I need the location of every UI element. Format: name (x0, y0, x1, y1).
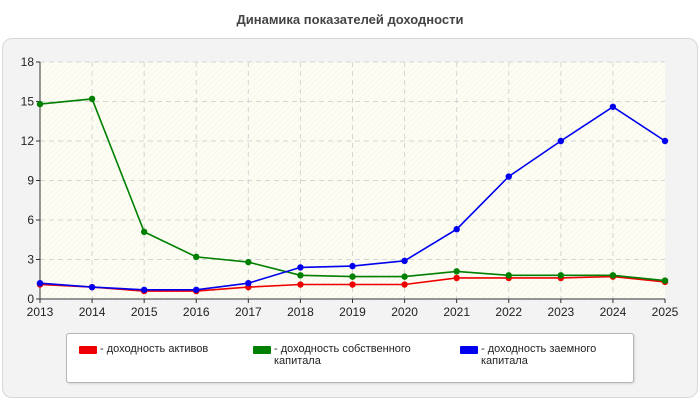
series-1-point (401, 273, 408, 280)
legend-label-debt: - доходность заемного капитала (481, 343, 597, 367)
series-2-point (36, 280, 44, 287)
legend: - доходность активов - доходность собств… (66, 333, 634, 383)
series-2-point (245, 280, 252, 287)
series-2-point (349, 262, 356, 270)
y-tick-label: 15 (21, 95, 35, 109)
x-tick-label: 2023 (547, 305, 574, 319)
x-tick-label: 2017 (235, 305, 262, 319)
y-tick-label: 12 (21, 134, 35, 148)
series-2-point (401, 257, 408, 265)
series-1-point (140, 228, 148, 236)
series-1-point (245, 258, 252, 266)
y-tick-label: 18 (21, 55, 35, 69)
series-2-point (609, 103, 617, 110)
series-1-point (609, 272, 617, 279)
series-1-point (557, 272, 565, 279)
legend-item-debt[interactable]: - доходность заемного капитала (460, 343, 631, 367)
series-2-point (88, 283, 96, 291)
legend-swatch-assets (79, 346, 97, 354)
series-2-point (453, 226, 460, 233)
series-2-point (557, 137, 565, 145)
x-tick-label: 2018 (287, 305, 314, 319)
legend-label-equity: - доходность собственного капитала (274, 343, 411, 367)
series-0-point (453, 274, 460, 282)
series-1-point (193, 253, 200, 261)
x-tick-label: 2019 (339, 305, 366, 319)
series-2-point (505, 173, 512, 180)
legend-swatch-equity (253, 346, 271, 354)
series-1-point (453, 268, 460, 275)
series-1-point (88, 95, 96, 103)
series-0-point (349, 281, 356, 288)
x-tick-label: 2021 (443, 305, 470, 319)
series-2-point (193, 286, 200, 293)
legend-item-equity[interactable]: - доходность собственного капитала (253, 343, 424, 367)
series-1-point (36, 100, 44, 108)
x-tick-label: 2020 (391, 305, 418, 319)
series-1-point (505, 272, 512, 279)
x-tick-label: 2022 (495, 305, 522, 319)
y-tick-label: 0 (27, 292, 34, 306)
x-tick-label: 2014 (79, 305, 106, 319)
series-layer (36, 95, 669, 295)
legend-swatch-debt (460, 346, 478, 354)
x-tick-label: 2015 (131, 305, 158, 319)
labels-layer: 0 3 6 9 12 15 18 2013 2014 2015 2016 2017 2018 2019 20… (21, 55, 679, 319)
series-2-point (140, 286, 148, 293)
series-2-point (297, 264, 304, 271)
series-2-point (661, 137, 669, 145)
legend-item-assets[interactable]: - доходность активов (79, 343, 250, 355)
series-1-point (661, 277, 669, 284)
y-tick-label: 6 (27, 213, 34, 227)
x-tick-label: 2024 (600, 305, 627, 319)
series-1-point (349, 273, 356, 280)
series-1-point (297, 272, 304, 279)
chart-title: Динамика показателей доходности (236, 12, 464, 27)
x-tick-label: 2016 (183, 305, 210, 319)
x-tick-label: 2013 (27, 305, 54, 319)
legend-label-assets: - доходность активов (100, 343, 209, 355)
x-tick-label: 2025 (652, 305, 679, 319)
grid-layer (40, 61, 665, 299)
series-0-point (297, 281, 304, 288)
series-0-point (401, 281, 408, 288)
y-tick-label: 3 (27, 253, 34, 267)
y-tick-label: 9 (27, 174, 34, 188)
